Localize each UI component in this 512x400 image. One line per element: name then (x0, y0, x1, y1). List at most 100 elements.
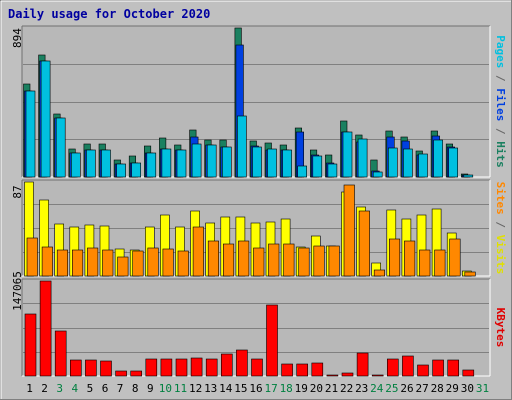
sites-bar (238, 240, 250, 277)
x-tick-label: 19 (295, 382, 308, 395)
sites-bar (313, 245, 325, 277)
kbytes-bar (70, 359, 82, 377)
sites-bar (283, 243, 295, 277)
x-tick-label: 24 (370, 382, 384, 395)
x-tick-label: 27 (415, 382, 428, 395)
x-tick-label: 22 (340, 382, 353, 395)
kbytes-bar (205, 358, 218, 377)
legend-part: / (494, 68, 507, 88)
kbytes-bar (462, 369, 475, 377)
legend-part: Visits (494, 235, 507, 275)
y-max-label: 147065 (11, 271, 24, 311)
sites-bar (268, 243, 280, 277)
pages-bar (237, 115, 247, 178)
pages-bar (131, 162, 141, 178)
legend-part: / (494, 121, 507, 141)
x-tick-label: 25 (385, 382, 398, 395)
side-legend: Pages / Files / Hits (494, 35, 507, 168)
pages-bar (357, 138, 368, 178)
sites-bar (147, 247, 159, 277)
pages-bar (206, 144, 217, 178)
sites-bar (298, 247, 310, 277)
x-tick-label: 17 (264, 382, 277, 395)
sites-bar (434, 249, 446, 277)
x-tick-label: 12 (189, 382, 202, 395)
kbytes-bar (39, 280, 52, 377)
legend-part: / (494, 215, 507, 235)
kbytes-bar (130, 370, 142, 377)
legend-part: Files (494, 88, 507, 121)
sites-bar (343, 184, 355, 277)
sites-bar (26, 237, 38, 277)
x-tick-label: 1 (26, 382, 33, 395)
sites-bar (449, 238, 461, 277)
x-tick-label: 20 (310, 382, 323, 395)
pages-bar (191, 143, 202, 178)
x-tick-label: 30 (461, 382, 474, 395)
legend-part: KBytes (494, 308, 507, 348)
x-tick-label: 13 (204, 382, 217, 395)
pages-bar (312, 155, 323, 178)
pages-bar (418, 153, 428, 178)
x-tick-label: 7 (117, 382, 124, 395)
side-legend: Sites / Visits (494, 182, 507, 275)
kbytes-bar (402, 355, 414, 377)
pages-bar (387, 147, 398, 178)
sites-bar (56, 249, 69, 277)
sites-bar (404, 240, 416, 277)
x-tick-label: 3 (56, 382, 63, 395)
x-tick-label: 18 (280, 382, 293, 395)
kbytes-bar (281, 363, 293, 377)
legend-part: Hits (494, 141, 507, 168)
pages-bar (282, 149, 292, 178)
sites-bar (41, 246, 53, 277)
x-tick-label: 10 (159, 382, 172, 395)
chart-panel-2: 87 Sites / Visits (11, 179, 507, 277)
pages-bar (433, 139, 443, 178)
sites-bar (223, 243, 235, 277)
sites-bar (72, 249, 84, 277)
kbytes-bar (356, 352, 369, 377)
sites-bar (358, 210, 370, 277)
pages-bar (252, 146, 262, 178)
pages-bar (161, 148, 172, 178)
x-tick-label: 8 (132, 382, 139, 395)
x-tick-label: 31 (476, 382, 489, 395)
kbytes-bar (447, 359, 460, 377)
sites-bar (388, 238, 401, 277)
pages-bar (327, 163, 338, 178)
x-tick-label: 2 (41, 382, 48, 395)
sites-bar (253, 247, 265, 277)
sites-bar (102, 249, 114, 277)
y-max-label: 894 (11, 28, 24, 48)
pages-bar (71, 152, 81, 178)
pages-bar (222, 146, 232, 178)
x-tick-label: 4 (71, 382, 78, 395)
kbytes-bar (266, 304, 278, 377)
sites-bar (117, 256, 129, 277)
pages-bar (40, 60, 51, 178)
pages-bar (146, 152, 157, 178)
x-tick-label: 28 (431, 382, 444, 395)
kbytes-bar (386, 358, 399, 377)
chart-panel-1: 894 Pages / Files / Hits (11, 25, 507, 178)
x-tick-label: 9 (147, 382, 154, 395)
legend-part: Pages (494, 35, 507, 68)
x-tick-label: 15 (234, 382, 247, 395)
kbytes-bar (326, 374, 339, 377)
sites-bar (177, 250, 189, 277)
kbytes-bar (100, 360, 112, 377)
sites-bar (419, 249, 431, 277)
x-tick-label: 26 (400, 382, 413, 395)
kbytes-bar (221, 353, 233, 377)
pages-bar (297, 165, 308, 178)
pages-bar (86, 149, 96, 178)
sites-bar (207, 240, 219, 277)
kbytes-bar (417, 364, 429, 377)
sites-bar (328, 245, 340, 277)
kbytes-bar (371, 374, 384, 377)
sites-bar (162, 248, 174, 277)
kbytes-bar (236, 349, 248, 377)
kbytes-bar (341, 372, 354, 377)
